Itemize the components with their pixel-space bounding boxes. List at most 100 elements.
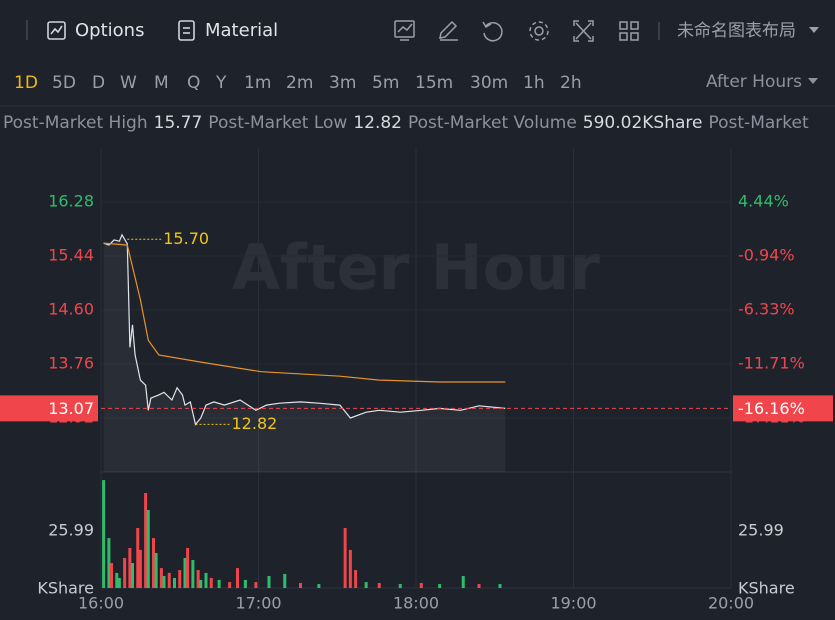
indicator-icon[interactable] [394,20,415,41]
volume-bar [254,582,258,588]
period-button[interactable]: 1D [14,73,38,93]
stats-row: Post-Market High 15.77 Post-Market Low 12.8… [3,113,835,133]
volume-tick-label: 25.99 [738,521,784,540]
material-button[interactable]: Material [205,20,278,41]
volume-bar [364,582,368,588]
volume-bar [152,538,155,588]
volume-bar [438,584,442,588]
volume-bar [191,559,195,588]
draw-icon[interactable] [439,20,458,41]
volume-bar [167,572,171,588]
stat-label: Post-Market Volume [408,113,577,133]
x-tick-label: 18:00 [393,594,439,613]
period-button[interactable]: 5m [372,73,399,93]
volume-bar [354,570,358,588]
volume-bar [317,584,321,588]
annotation-label: 12.82 [232,414,278,433]
volume-bar [398,584,402,588]
session-selector[interactable]: After Hours [706,72,802,92]
last-change-label: -16.16% [738,399,805,418]
volume-bar [128,547,132,588]
dropdown-arrow[interactable] [808,78,818,84]
volume-bar [131,563,134,588]
period-button[interactable]: 1h [523,73,545,93]
reset-icon[interactable] [482,21,503,42]
volume-bar [477,584,481,588]
price-area [103,234,506,472]
last-price-box [0,395,98,422]
last-change-box [733,395,833,422]
volume-bar [173,577,176,588]
material-icon[interactable] [178,20,195,41]
y2-tick-label: 4.44% [738,192,789,211]
average-line [103,242,506,383]
annotation-label: 15.70 [163,229,209,248]
volume-bar [461,575,465,588]
volume-bar [236,568,239,588]
settings-icon[interactable] [529,21,549,41]
x-tick-label: 17:00 [235,594,281,613]
volume-bar [146,510,150,588]
volume-bar [144,493,148,588]
volume-bar [183,558,187,588]
y-tick-label: 16.28 [48,192,94,211]
last-price-label: 13.07 [48,399,94,418]
y-tick-label: 14.60 [48,300,94,319]
volume-bar [178,570,182,588]
period-button[interactable]: 30m [470,73,508,93]
period-button[interactable]: 3m [329,73,356,93]
period-button[interactable]: 2m [286,73,313,93]
volume-bar [115,572,119,588]
period-button[interactable]: 15m [415,73,453,93]
volume-bar [186,547,190,588]
y2-tick-label: -11.71% [738,353,805,372]
period-button[interactable]: Y [215,73,227,93]
x-tick-label: 19:00 [550,594,596,613]
stat-value: 15.77 [153,113,203,133]
volume-bar [110,563,113,588]
stat-label: Post-Market [708,113,809,133]
volume-bar [154,552,158,588]
volume-bar [267,575,271,588]
x-tick-label: 20:00 [708,594,754,613]
volume-bar [138,549,142,588]
layout-icon[interactable] [619,21,639,41]
period-button[interactable]: 1m [244,73,271,93]
period-button[interactable]: D [92,73,105,93]
volume-bar [377,582,381,588]
layout-selector[interactable]: 未命名图表布局 [677,21,796,41]
stat-value: 590.02KShare [582,113,703,133]
volume-bar [299,582,302,588]
period-button[interactable]: 2h [560,73,582,93]
options-button[interactable]: Options [75,20,144,41]
stat-label: Post-Market Low [208,113,348,133]
period-button[interactable]: M [154,73,169,93]
period-button[interactable]: W [120,73,137,93]
volume-bar [343,528,347,588]
volume-bar [348,549,352,588]
dropdown-arrow[interactable] [809,27,819,33]
volume-bar [217,579,221,588]
y-tick-label: 13.76 [48,354,94,373]
y-tick-label: 15.44 [48,246,94,265]
volume-bar [159,568,163,588]
volume-bar [102,480,106,588]
volume-bar [283,573,287,588]
stat-label: Post-Market High [3,113,148,133]
volume-bar [162,575,166,588]
fullscreen-icon[interactable] [573,20,594,42]
volume-unit: KShare [37,579,94,598]
period-button[interactable]: 5D [52,73,76,93]
volume-bar [419,582,423,588]
period-button[interactable]: Q [187,73,200,93]
volume-bar [498,584,502,588]
volume-bar [209,577,213,588]
volume-bar [228,582,232,588]
y2-tick-label: -6.33% [738,299,795,318]
volume-bar [199,579,203,588]
volume-bar [123,558,127,588]
y2-tick-label: -0.94% [738,245,795,264]
options-icon[interactable] [47,21,66,40]
volume-bar [204,572,208,588]
